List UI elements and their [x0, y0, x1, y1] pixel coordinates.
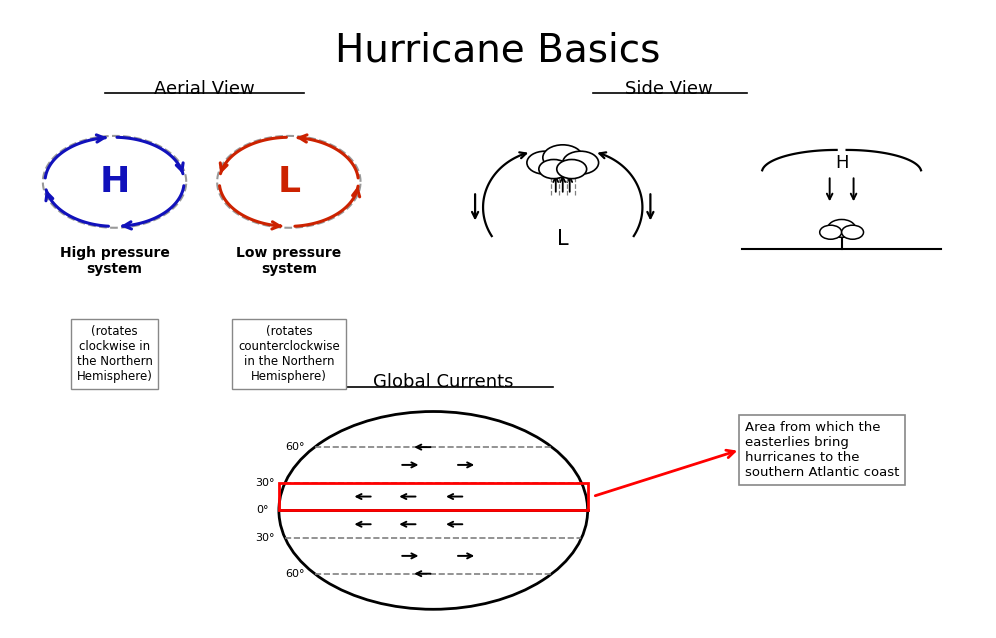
Circle shape	[828, 219, 856, 237]
Circle shape	[563, 151, 599, 174]
Text: 60°: 60°	[285, 568, 305, 579]
Text: L: L	[557, 229, 569, 249]
Circle shape	[539, 160, 569, 179]
Text: 0°: 0°	[256, 505, 269, 516]
Circle shape	[527, 151, 563, 174]
Text: (rotates
counterclockwise
in the Northern
Hemisphere): (rotates counterclockwise in the Norther…	[238, 325, 340, 383]
Text: Global Currents: Global Currents	[373, 373, 514, 391]
Text: Low pressure
system: Low pressure system	[236, 246, 342, 276]
Text: H: H	[100, 165, 129, 199]
Text: Side View: Side View	[625, 80, 713, 98]
Text: H: H	[835, 154, 849, 172]
Text: 30°: 30°	[256, 478, 275, 487]
Text: Aerial View: Aerial View	[153, 80, 255, 98]
Text: Area from which the
easterlies bring
hurricanes to the
southern Atlantic coast: Area from which the easterlies bring hur…	[745, 421, 899, 478]
Text: 30°: 30°	[256, 533, 275, 543]
Text: High pressure
system: High pressure system	[60, 246, 169, 276]
Circle shape	[842, 225, 864, 239]
Circle shape	[279, 412, 588, 609]
Circle shape	[557, 160, 587, 179]
Circle shape	[543, 145, 583, 170]
Bar	[279, 483, 588, 510]
Circle shape	[820, 225, 842, 239]
Text: L: L	[277, 165, 301, 199]
Text: 60°: 60°	[285, 442, 305, 452]
Text: (rotates
clockwise in
the Northern
Hemisphere): (rotates clockwise in the Northern Hemis…	[77, 325, 152, 383]
Text: Hurricane Basics: Hurricane Basics	[336, 32, 660, 70]
